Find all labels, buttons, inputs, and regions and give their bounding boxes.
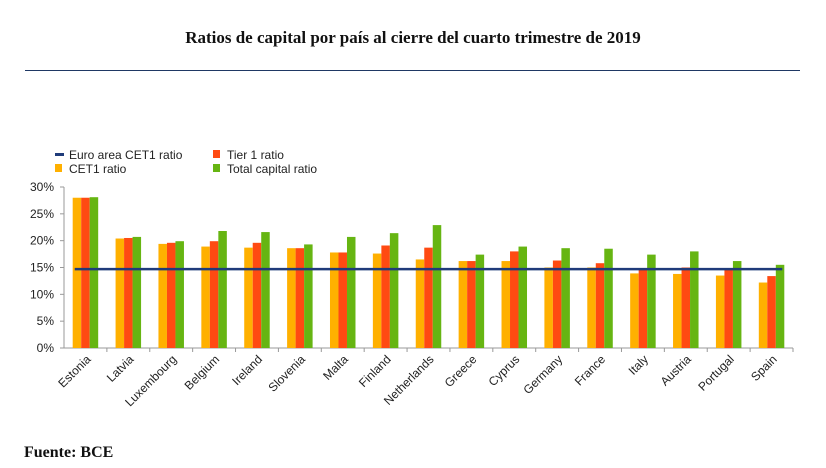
bar-italy-total-capital-ratio — [647, 254, 656, 348]
bar-ireland-total-capital-ratio — [261, 232, 270, 348]
y-tick-label: 5% — [37, 314, 55, 328]
legend-label-cet1-ratio: CET1 ratio — [69, 162, 127, 176]
bar-france-cet1-ratio — [587, 267, 596, 348]
bar-france-tier-1-ratio — [595, 263, 605, 348]
bar-greece-tier-1-ratio — [467, 261, 476, 348]
bar-austria-tier-1-ratio — [681, 267, 691, 348]
x-tick-label: Finland — [356, 352, 394, 390]
bar-spain-tier-1-ratio — [767, 276, 776, 348]
bar-malta-total-capital-ratio — [346, 236, 356, 348]
legend-swatch-euro-area-cet1-ratio — [55, 153, 64, 156]
x-tick-label: Cyprus — [486, 352, 523, 389]
y-tick-label: 15% — [30, 261, 54, 275]
bar-portugal-cet1-ratio — [715, 275, 725, 348]
bar-ireland-tier-1-ratio — [252, 242, 262, 348]
bar-estonia-tier-1-ratio — [81, 197, 90, 348]
bar-spain-total-capital-ratio — [775, 264, 785, 348]
chart-title: Ratios de capital por país al cierre del… — [185, 28, 641, 47]
bar-belgium-tier-1-ratio — [209, 241, 219, 348]
bar-malta-cet1-ratio — [329, 252, 339, 348]
bar-spain-cet1-ratio — [758, 282, 768, 348]
bar-slovenia-total-capital-ratio — [304, 244, 313, 348]
x-tick-label: Austria — [658, 352, 695, 389]
bar-luxembourg-total-capital-ratio — [175, 241, 184, 348]
legend-label-tier-1-ratio: Tier 1 ratio — [227, 148, 284, 162]
bar-portugal-tier-1-ratio — [724, 269, 733, 348]
x-tick-label: Italy — [626, 352, 651, 377]
bar-luxembourg-cet1-ratio — [158, 243, 167, 348]
bar-austria-total-capital-ratio — [690, 251, 699, 348]
bar-germany-tier-1-ratio — [552, 260, 562, 348]
bar-austria-cet1-ratio — [673, 273, 682, 348]
y-tick-label: 10% — [30, 287, 54, 301]
legend: Euro area CET1 ratio Tier 1 ratio CET1 rat… — [55, 148, 317, 176]
y-tick-label: 20% — [30, 234, 54, 248]
bar-finland-cet1-ratio — [372, 253, 382, 348]
bar-slovenia-tier-1-ratio — [295, 248, 305, 348]
bar-netherlands-total-capital-ratio — [432, 225, 442, 348]
bar-estonia-total-capital-ratio — [89, 197, 99, 348]
bar-italy-tier-1-ratio — [638, 269, 648, 348]
x-tick-label: Latvia — [104, 352, 137, 385]
bar-portugal-total-capital-ratio — [732, 261, 742, 348]
bar-germany-cet1-ratio — [544, 267, 553, 348]
title-divider — [25, 70, 800, 71]
bar-netherlands-tier-1-ratio — [424, 247, 433, 348]
x-tick-label: Portugal — [695, 352, 737, 394]
x-tick-label: Slovenia — [266, 352, 309, 395]
bar-cyprus-tier-1-ratio — [510, 251, 519, 348]
bar-belgium-cet1-ratio — [201, 246, 210, 348]
legend-swatch-tier-1-ratio — [213, 150, 220, 158]
bar-greece-cet1-ratio — [458, 261, 468, 348]
bar-germany-total-capital-ratio — [561, 248, 570, 348]
bar-latvia-cet1-ratio — [115, 238, 125, 348]
legend-swatch-cet1-ratio — [55, 164, 62, 172]
bar-cyprus-cet1-ratio — [501, 261, 511, 348]
bar-slovenia-cet1-ratio — [287, 248, 296, 348]
x-tick-label: Ireland — [229, 352, 265, 388]
y-tick-label: 25% — [30, 207, 54, 221]
bar-finland-tier-1-ratio — [381, 245, 390, 348]
bar-cyprus-total-capital-ratio — [518, 246, 528, 348]
bar-latvia-total-capital-ratio — [132, 236, 142, 348]
bar-ireland-cet1-ratio — [244, 247, 253, 348]
bar-finland-total-capital-ratio — [389, 233, 399, 348]
x-tick-label: Belgium — [182, 352, 223, 393]
bar-malta-tier-1-ratio — [338, 252, 347, 348]
source-note: Fuente: BCE — [24, 444, 114, 461]
plot-area: 0%5%10%15%20%25%30%Estonia LatviaLuxembou… — [30, 180, 794, 409]
bar-italy-cet1-ratio — [630, 273, 639, 348]
bar-greece-total-capital-ratio — [475, 254, 485, 348]
bar-latvia-tier-1-ratio — [124, 237, 133, 348]
x-tick-label: France — [572, 352, 609, 389]
bar-luxembourg-tier-1-ratio — [166, 242, 176, 348]
legend-label-euro-area-cet1-ratio: Euro area CET1 ratio — [69, 148, 183, 162]
y-tick-label: 0% — [37, 341, 55, 355]
y-tick-label: 30% — [30, 180, 54, 194]
x-tick-label: Malta — [320, 352, 351, 383]
x-tick-label: Estonia — [55, 352, 93, 390]
x-tick-label: Spain — [748, 352, 780, 384]
bar-netherlands-cet1-ratio — [415, 259, 425, 348]
x-tick-label: Germany — [520, 352, 565, 397]
legend-swatch-total-capital-ratio — [213, 164, 220, 172]
bar-belgium-total-capital-ratio — [218, 231, 227, 348]
bar-france-total-capital-ratio — [604, 248, 613, 348]
bar-estonia-cet1-ratio — [72, 197, 82, 348]
x-tick-label: Greece — [442, 352, 480, 390]
legend-label-total-capital-ratio: Total capital ratio — [227, 162, 317, 176]
